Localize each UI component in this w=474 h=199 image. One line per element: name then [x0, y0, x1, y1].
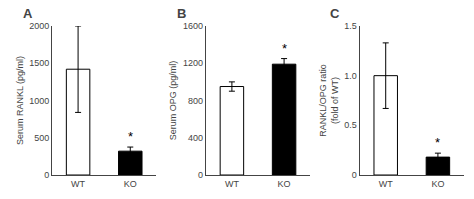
svg-text:*: *	[282, 41, 287, 56]
svg-text:0: 0	[352, 170, 357, 180]
svg-text:B: B	[177, 6, 186, 21]
svg-text:0: 0	[198, 170, 203, 180]
svg-text:1.0: 1.0	[344, 71, 357, 81]
svg-text:C: C	[330, 6, 340, 21]
svg-text:0: 0	[44, 170, 49, 180]
svg-text:RANKL/OPG ratio(fold of WT): RANKL/OPG ratio(fold of WT)	[318, 64, 340, 137]
svg-text:1200: 1200	[183, 58, 203, 68]
svg-text:KO: KO	[278, 179, 291, 189]
svg-text:WT: WT	[71, 179, 85, 189]
svg-text:2000: 2000	[29, 21, 49, 31]
svg-text:1600: 1600	[183, 21, 203, 31]
svg-text:Serum OPG (pg/ml): Serum OPG (pg/ml)	[168, 61, 178, 141]
svg-text:A: A	[23, 6, 33, 21]
svg-text:KO: KO	[431, 179, 444, 189]
svg-text:Serum RANKL (pg/ml): Serum RANKL (pg/ml)	[15, 56, 25, 145]
svg-text:1.5: 1.5	[344, 21, 357, 31]
svg-text:KO: KO	[124, 179, 137, 189]
svg-text:1000: 1000	[29, 96, 49, 106]
svg-text:*: *	[435, 135, 440, 150]
svg-text:0.5: 0.5	[344, 120, 357, 130]
svg-text:*: *	[128, 129, 133, 144]
svg-text:400: 400	[188, 133, 203, 143]
svg-text:WT: WT	[379, 179, 393, 189]
svg-text:WT: WT	[225, 179, 239, 189]
svg-text:500: 500	[34, 133, 49, 143]
svg-text:800: 800	[188, 96, 203, 106]
svg-text:1500: 1500	[29, 58, 49, 68]
